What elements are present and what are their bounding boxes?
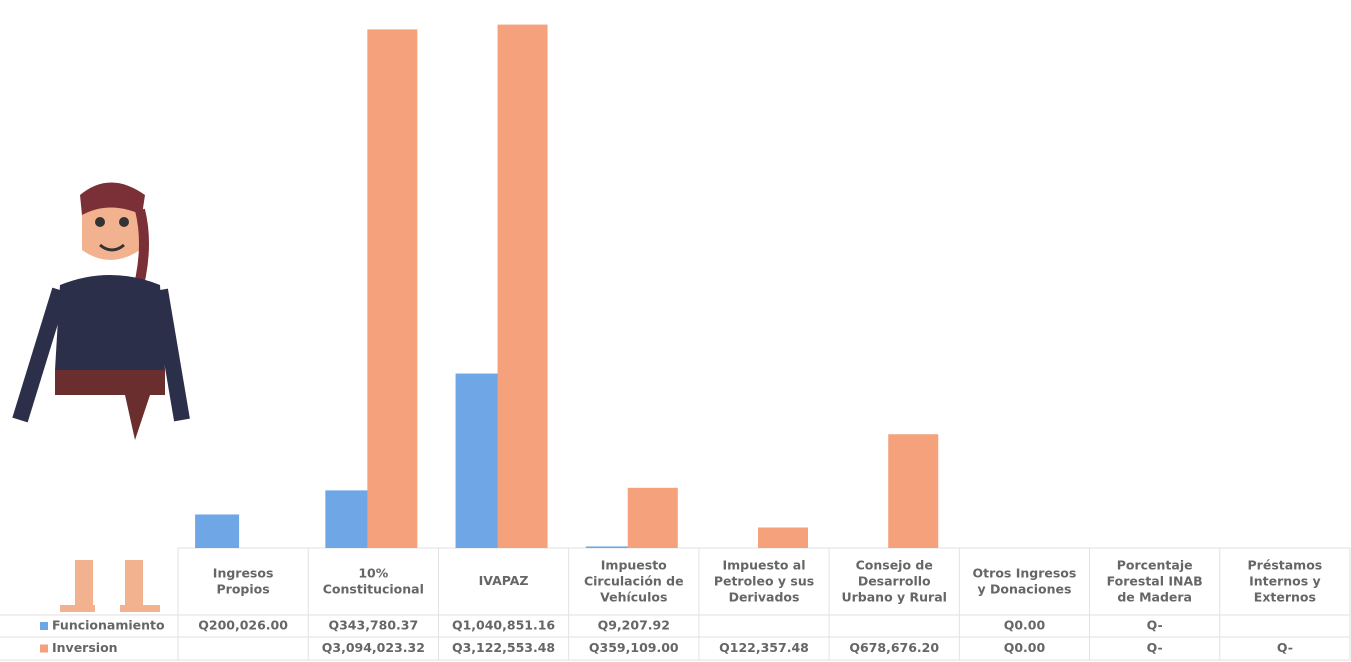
bar: [456, 374, 500, 548]
table-value: Q343,780.37: [328, 618, 418, 633]
bar: [888, 434, 938, 548]
character-illustration: [20, 183, 182, 613]
bar: [498, 25, 548, 548]
table-value: Q0.00: [1004, 618, 1046, 633]
x-tick-label: 10%Constitucional: [323, 565, 424, 596]
bar: [325, 490, 369, 548]
legend-swatch: [40, 645, 48, 653]
table-value: Q-: [1147, 640, 1163, 655]
legend-label: Inversion: [52, 640, 118, 655]
table-value: Q-: [1277, 640, 1293, 655]
legend-swatch: [40, 622, 48, 630]
table-value: Q-: [1147, 618, 1163, 633]
legend-label: Funcionamiento: [52, 618, 165, 633]
table-value: Q0.00: [1004, 640, 1046, 655]
bar: [628, 488, 678, 548]
x-tick-label: IVAPAZ: [479, 573, 529, 588]
bar: [758, 527, 808, 548]
table-value: Q3,122,553.48: [452, 640, 555, 655]
table-value: Q200,026.00: [198, 618, 288, 633]
chart: IngresosPropios 10%Constitucional IVAPAZ Im…: [0, 0, 1351, 662]
table-value: Q359,109.00: [589, 640, 679, 655]
bar: [586, 546, 630, 548]
table-value: Q9,207.92: [598, 618, 670, 633]
bar: [367, 29, 417, 548]
bar: [195, 514, 239, 548]
table-value: Q1,040,851.16: [452, 618, 555, 633]
table-value: Q678,676.20: [849, 640, 939, 655]
table-value: Q3,094,023.32: [322, 640, 425, 655]
table-value: Q122,357.48: [719, 640, 809, 655]
